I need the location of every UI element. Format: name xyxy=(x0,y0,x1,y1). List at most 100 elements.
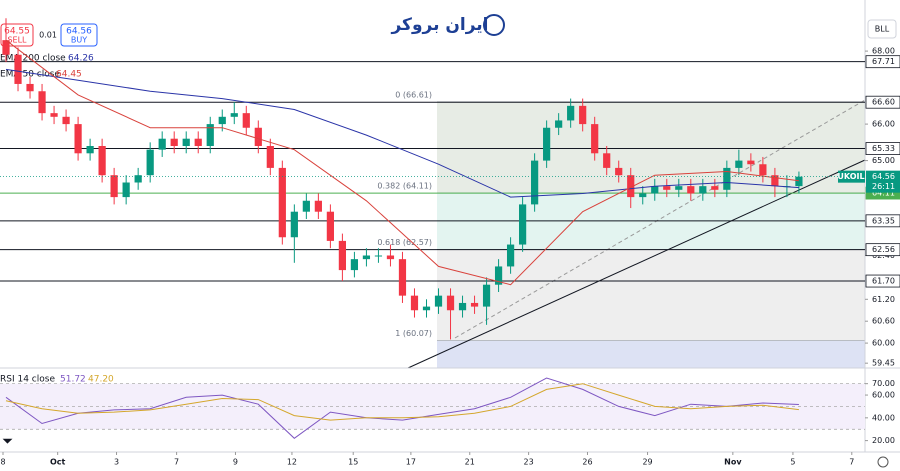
candle-body xyxy=(230,113,238,117)
candle-body xyxy=(182,138,190,146)
candle-body xyxy=(615,167,623,176)
candle-body xyxy=(470,302,479,307)
y-tick-label: 60.60 xyxy=(872,317,895,326)
legend-value: 64.26 xyxy=(68,54,94,64)
tv-logo: 🞃 xyxy=(2,433,13,448)
candle-body xyxy=(410,295,419,311)
candle-body xyxy=(350,259,359,271)
candle-body xyxy=(458,302,467,311)
candle-body xyxy=(314,200,322,212)
x-tick-label: 8 xyxy=(0,458,5,467)
fib-label: 0 (66.61) xyxy=(395,90,432,99)
candle-body xyxy=(723,167,731,190)
level-label: 64.11 xyxy=(872,189,895,198)
candle-body xyxy=(158,138,166,150)
candle-body xyxy=(591,124,599,154)
candle-body xyxy=(699,186,707,194)
price-label: 64.56 xyxy=(872,172,895,181)
y-tick-label: 68.00 xyxy=(872,47,895,56)
buy-button[interactable] xyxy=(60,23,98,47)
candle-body xyxy=(374,255,383,257)
buy-price: 64.56 xyxy=(66,27,92,37)
channel-line xyxy=(454,99,866,339)
level-tag xyxy=(865,55,900,69)
candle-body xyxy=(98,146,106,176)
y-tick-label: 59.45 xyxy=(872,359,895,368)
countdown: 26:11 xyxy=(872,182,895,191)
candle-body xyxy=(278,167,286,238)
spread: 0.01 xyxy=(39,31,57,40)
candle-body xyxy=(206,124,214,146)
y-tick-label: 60.00 xyxy=(872,339,895,348)
level-tag xyxy=(865,274,900,288)
candle-body xyxy=(302,200,310,212)
legend-value: 64.45 xyxy=(56,70,82,80)
candle-body xyxy=(362,255,371,260)
logo-icon xyxy=(483,14,505,36)
fib-zone xyxy=(437,340,865,368)
menu-button[interactable] xyxy=(867,19,897,39)
candle-body xyxy=(134,175,142,183)
candle-body xyxy=(567,105,575,121)
candle-body xyxy=(242,113,250,128)
legend-value: 47.20 xyxy=(88,375,114,385)
y-tick-label: 60.00 xyxy=(872,391,895,400)
level-label: 65.33 xyxy=(872,144,895,153)
x-tick-label: 7 xyxy=(174,458,179,467)
x-tick-label: 26 xyxy=(582,458,592,467)
logo-text: ایران بروکر xyxy=(390,15,488,35)
price-tag xyxy=(866,170,900,193)
candle-body xyxy=(747,160,755,165)
fib-zone xyxy=(437,101,865,194)
fib-label: 0.382 (64.11) xyxy=(377,182,432,191)
candle-body xyxy=(14,54,22,84)
fib-zones xyxy=(437,101,865,368)
level-label: 63.35 xyxy=(872,216,895,225)
x-tick-label: 21 xyxy=(465,458,475,467)
candle-body xyxy=(290,211,298,238)
candle-body xyxy=(482,284,491,307)
candle-body xyxy=(26,83,34,92)
candle-body xyxy=(711,186,719,190)
y-tick-label: 70.00 xyxy=(872,379,895,388)
x-tick-label: 3 xyxy=(114,458,119,467)
candle-body xyxy=(519,204,527,245)
candle-body xyxy=(62,116,70,125)
candle-body xyxy=(338,240,346,271)
settings-icon[interactable] xyxy=(877,456,889,468)
buy-label: BUY xyxy=(71,36,87,45)
trend-line xyxy=(407,159,866,369)
level-label: 62.56 xyxy=(872,245,895,254)
level-label: 67.71 xyxy=(872,57,895,66)
x-tick-label: 23 xyxy=(524,458,534,467)
candle-body xyxy=(603,153,611,168)
x-tick-label: 5 xyxy=(790,458,795,467)
y-tick-label: 65.00 xyxy=(872,156,895,165)
legend-value: 51.72 xyxy=(60,375,86,385)
x-tick-label: 15 xyxy=(348,458,358,467)
candle-body xyxy=(398,259,407,296)
candle-body xyxy=(639,193,647,198)
candle-body xyxy=(687,186,695,194)
candle-body xyxy=(38,91,46,114)
candle-body xyxy=(386,255,395,260)
sell-label: SELL xyxy=(7,36,27,45)
candle-body xyxy=(555,120,563,128)
candle-body xyxy=(254,127,262,146)
candle-body xyxy=(266,146,274,168)
candle-body xyxy=(194,138,202,146)
x-tick-label: 29 xyxy=(642,458,652,467)
y-tick-label: 66.00 xyxy=(872,120,895,129)
fib-label: 1 (60.07) xyxy=(395,329,432,338)
fib-zone xyxy=(437,249,865,341)
candle-body xyxy=(110,175,118,198)
candle-body xyxy=(74,124,82,154)
y-tick-label: 20.00 xyxy=(872,436,895,445)
candle-body xyxy=(663,186,671,190)
y-tick-label: 40.00 xyxy=(872,413,895,422)
x-tick-label: Nov xyxy=(724,458,742,467)
candle-body xyxy=(146,149,154,176)
level-tag xyxy=(865,142,900,155)
fib-label: 0.618 (62.57) xyxy=(377,238,432,247)
